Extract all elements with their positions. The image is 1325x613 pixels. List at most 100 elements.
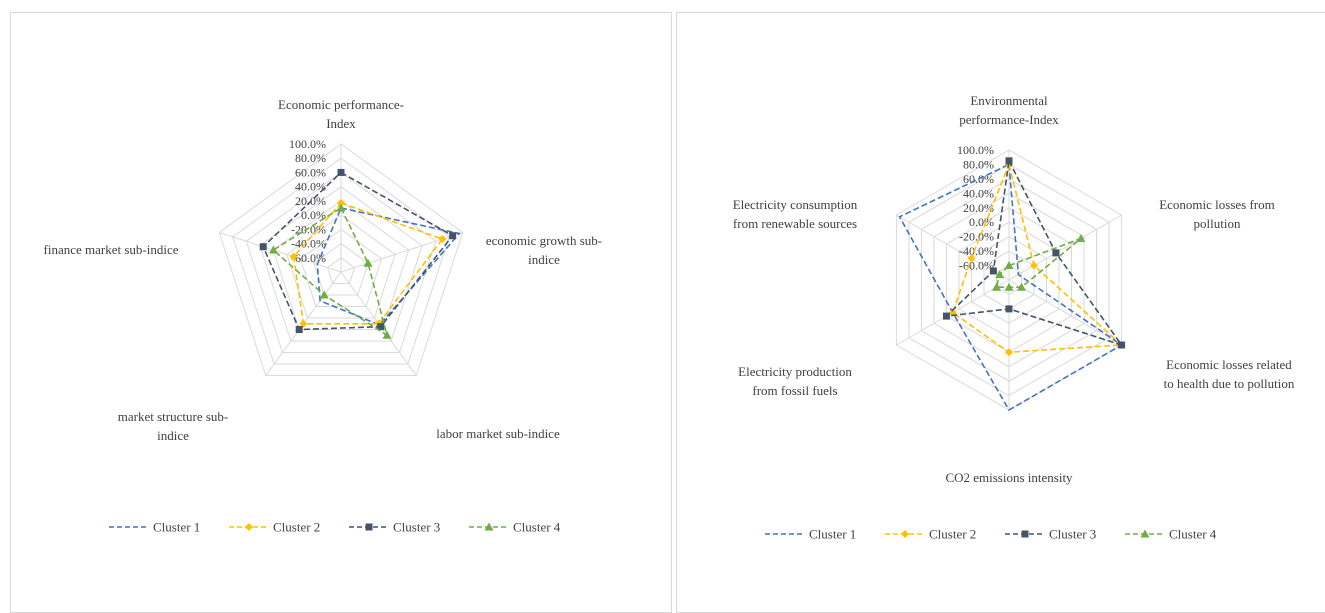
radar-grid bbox=[895, 149, 1123, 411]
tick-label: -20.0% bbox=[959, 230, 994, 244]
data-point bbox=[1030, 261, 1039, 270]
series-line-cluster-4 bbox=[272, 206, 389, 338]
legend-marker bbox=[1021, 530, 1029, 538]
axis-label: to health due to pollution bbox=[1164, 376, 1295, 391]
tick-label: 40.0% bbox=[963, 186, 994, 200]
axis-label: Index bbox=[326, 116, 356, 131]
legend-label: Cluster 4 bbox=[1169, 527, 1217, 542]
chart-panel-environmental: 100.0% 80.0% 60.0% 40.0% 20.0% 0.0% -20.0% -40.… bbox=[676, 12, 1325, 613]
axis-label: economic growth sub- bbox=[486, 233, 602, 248]
data-point bbox=[989, 267, 997, 275]
legend-marker bbox=[365, 523, 373, 531]
series-group bbox=[898, 157, 1126, 412]
data-point bbox=[363, 258, 373, 267]
data-point bbox=[1005, 348, 1013, 357]
axis-label: indice bbox=[528, 252, 560, 267]
axis-label: indice bbox=[157, 428, 189, 443]
tick-label: 0.0% bbox=[969, 215, 994, 229]
axis-label: Electricity consumption bbox=[733, 197, 858, 212]
legend-label: Cluster 3 bbox=[1049, 527, 1096, 542]
axis-label: Economic losses related bbox=[1166, 357, 1292, 372]
data-point bbox=[289, 252, 298, 261]
radar-chart-economic: 100.0%80.0%60.0%40.0%20.0%0.0%-20.0%-40.… bbox=[44, 97, 603, 535]
tick-label: -60.0% bbox=[291, 251, 326, 265]
legend-label: Cluster 2 bbox=[273, 520, 320, 535]
data-point bbox=[1005, 157, 1013, 165]
tick-label: -20.0% bbox=[291, 222, 326, 236]
data-point bbox=[948, 308, 957, 317]
data-point bbox=[1004, 261, 1014, 270]
axis-label: market structure sub- bbox=[118, 409, 228, 424]
tick-label: -40.0% bbox=[959, 244, 994, 258]
legend-marker bbox=[1140, 529, 1150, 538]
data-point bbox=[1076, 233, 1086, 242]
data-point bbox=[1118, 341, 1126, 349]
tick-label: 100.0% bbox=[957, 143, 994, 157]
legend-marker bbox=[484, 522, 494, 531]
radar-grid bbox=[218, 143, 464, 377]
data-point bbox=[1004, 282, 1014, 291]
data-point bbox=[319, 290, 329, 299]
data-point bbox=[295, 326, 303, 334]
tick-label: 20.0% bbox=[963, 201, 994, 215]
tick-label: 60.0% bbox=[295, 165, 326, 179]
data-point bbox=[377, 323, 385, 331]
grid-ring bbox=[245, 171, 437, 354]
grid-ring bbox=[326, 257, 356, 285]
legend-label: Cluster 2 bbox=[929, 527, 976, 542]
axis-label: performance-Index bbox=[959, 112, 1059, 127]
series-line-cluster-3 bbox=[262, 171, 454, 331]
data-point bbox=[995, 270, 1005, 279]
tick-label: -60.0% bbox=[959, 259, 994, 273]
axis-label: from fossil fuels bbox=[752, 383, 837, 398]
axis-label: Economic losses from bbox=[1159, 197, 1275, 212]
data-point bbox=[382, 330, 392, 339]
data-point bbox=[438, 235, 447, 244]
series-group bbox=[259, 168, 461, 339]
grid-ring bbox=[272, 200, 410, 331]
axis-label: labor market sub-indice bbox=[436, 426, 560, 441]
data-point bbox=[1017, 282, 1027, 291]
data-point bbox=[1052, 249, 1060, 257]
tick-label: 40.0% bbox=[295, 180, 326, 194]
axis-labels: Economic performance- Index economic growt… bbox=[44, 97, 603, 443]
axis-label: Electricity production bbox=[738, 364, 852, 379]
data-point bbox=[449, 232, 457, 240]
legend-label: Cluster 1 bbox=[809, 527, 856, 542]
grid-spoke bbox=[219, 231, 342, 273]
data-point bbox=[942, 312, 950, 320]
data-point bbox=[991, 282, 1001, 291]
axis-label: from renewable sources bbox=[733, 216, 857, 231]
tick-label: 80.0% bbox=[295, 151, 326, 165]
tick-label: 100.0% bbox=[289, 137, 326, 151]
grid-spoke bbox=[1008, 279, 1122, 346]
data-point bbox=[337, 168, 345, 176]
grid-spoke bbox=[1008, 214, 1122, 281]
legend: Cluster 1 Cluster 2 Cluster 3 Cluster 4 bbox=[109, 520, 561, 535]
data-point bbox=[1005, 305, 1013, 313]
legend-label: Cluster 3 bbox=[393, 520, 440, 535]
grid-ring bbox=[218, 143, 464, 377]
data-point bbox=[259, 243, 267, 251]
axis-labels: Environmental performance-Index Economic l… bbox=[733, 93, 1295, 485]
tick-label: 0.0% bbox=[301, 208, 326, 222]
grid-ring bbox=[286, 214, 396, 319]
radar-chart-environmental: 100.0%80.0%60.0%40.0%20.0%0.0%-20.0%-40.… bbox=[733, 93, 1295, 542]
axis-label: Environmental bbox=[970, 93, 1048, 108]
axis-label: CO2 emissions intensity bbox=[945, 470, 1073, 485]
data-point bbox=[337, 199, 345, 208]
legend-label: Cluster 1 bbox=[153, 520, 200, 535]
legend-marker bbox=[901, 530, 909, 538]
data-point bbox=[299, 319, 308, 328]
chart-panel-economic: 100.0% 80.0% 60.0% 40.0% 20.0% 0.0% -20.0% -40.… bbox=[10, 12, 672, 613]
axis-label: Economic performance- bbox=[278, 97, 404, 112]
legend: Cluster 1 Cluster 2 Cluster 3 Cluster 4 bbox=[765, 527, 1217, 542]
radial-tick-labels: 100.0%80.0%60.0%40.0%20.0%0.0%-20.0%-40.… bbox=[289, 137, 326, 265]
legend-label: Cluster 4 bbox=[513, 520, 561, 535]
legend-marker bbox=[245, 523, 253, 531]
radial-tick-labels: 100.0%80.0%60.0%40.0%20.0%0.0%-20.0%-40.… bbox=[957, 143, 994, 273]
data-point bbox=[268, 245, 278, 254]
tick-label: -40.0% bbox=[291, 237, 326, 251]
grid-ring bbox=[259, 186, 423, 342]
series-line-cluster-1 bbox=[898, 163, 1124, 412]
